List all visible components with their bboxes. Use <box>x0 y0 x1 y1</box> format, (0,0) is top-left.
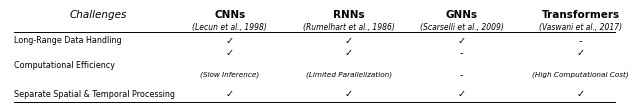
Text: ✓: ✓ <box>226 89 234 99</box>
Text: (Limited Parallelization): (Limited Parallelization) <box>306 71 392 78</box>
Text: GNNs: GNNs <box>445 10 477 20</box>
Text: ✓: ✓ <box>577 89 584 99</box>
Text: ✓: ✓ <box>458 89 465 99</box>
Text: ✓: ✓ <box>345 36 353 46</box>
Text: ✓: ✓ <box>226 48 234 58</box>
Text: (Scarselli et al., 2009): (Scarselli et al., 2009) <box>420 23 504 32</box>
Text: (Lecun et al., 1998): (Lecun et al., 1998) <box>193 23 268 32</box>
Text: ✓: ✓ <box>345 89 353 99</box>
Text: Computational Efficiency: Computational Efficiency <box>14 61 115 70</box>
Text: CNNs: CNNs <box>214 10 246 20</box>
Text: ✓: ✓ <box>226 36 234 46</box>
Text: (High Computational Cost): (High Computational Cost) <box>532 71 629 78</box>
Text: (Vaswani et al., 2017): (Vaswani et al., 2017) <box>539 23 622 32</box>
Text: -: - <box>460 70 463 80</box>
Text: ✓: ✓ <box>458 36 465 46</box>
Text: ✓: ✓ <box>345 48 353 58</box>
Text: -: - <box>460 48 463 58</box>
Text: RNNs: RNNs <box>333 10 365 20</box>
Text: ✓: ✓ <box>577 48 584 58</box>
Text: Separate Spatial & Temporal Processing: Separate Spatial & Temporal Processing <box>14 90 175 99</box>
Text: -: - <box>579 36 582 46</box>
Text: (Slow Inference): (Slow Inference) <box>200 71 260 78</box>
Text: Long-Range Data Handling: Long-Range Data Handling <box>14 36 122 45</box>
Text: Challenges: Challenges <box>70 10 127 20</box>
Text: (Rumelhart et al., 1986): (Rumelhart et al., 1986) <box>303 23 395 32</box>
Text: Transformers: Transformers <box>541 10 620 20</box>
